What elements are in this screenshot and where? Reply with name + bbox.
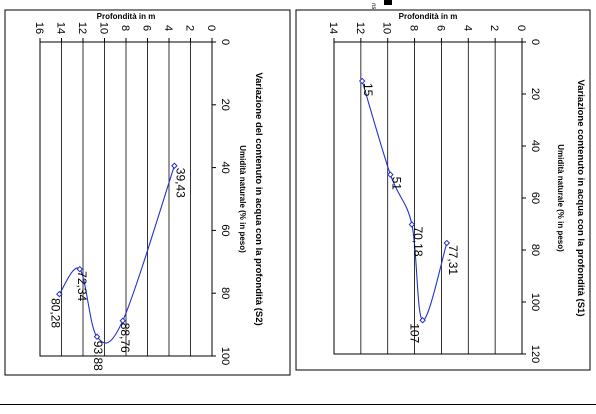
- chart-title: Variazione contenuto in acqua con la pro…: [575, 80, 586, 317]
- x-tick-label: 60: [219, 224, 231, 236]
- y-tick-label: 2: [488, 25, 500, 31]
- data-point: [93, 333, 101, 341]
- y-tick-label: 14: [327, 22, 339, 34]
- x-tick-label: 0: [529, 39, 541, 45]
- y-tick-label: 16: [33, 22, 45, 34]
- data-label: 39,43: [173, 168, 187, 198]
- page-divider-rule: [0, 404, 596, 405]
- x-tick-label: 80: [219, 287, 231, 299]
- y-tick-label: 12: [354, 22, 366, 34]
- x-tick-label: 20: [529, 88, 541, 100]
- y-axis-title: Profondità in m: [97, 12, 156, 21]
- data-label: 70,18: [411, 226, 425, 256]
- chart-frame: [295, 9, 591, 371]
- x-tick-label: 0: [219, 39, 231, 45]
- series-line: [58, 165, 175, 344]
- y-tick-label: 6: [141, 25, 153, 31]
- top-mark-block: [384, 0, 392, 5]
- x-axis-title: Umidità naturale (% in peso): [238, 145, 247, 253]
- data-label: 88,76: [118, 323, 132, 353]
- data-label: 107: [408, 323, 422, 343]
- data-point: [408, 221, 416, 228]
- y-tick-label: 8: [119, 25, 131, 31]
- chart-s2: 0 20 40 60 80 100 0 2 4 6 8 10 12 14 16 Variazione del …: [4, 9, 291, 376]
- data-point: [56, 290, 63, 298]
- y-tick-label: 10: [98, 22, 110, 34]
- data-point: [171, 162, 178, 170]
- data-point: [387, 171, 394, 178]
- x-tick-label: 80: [529, 244, 541, 256]
- chart-s1: 0 20 40 60 80 100 120 0 2 4 6 8 10 12 14 Variazione con…: [295, 9, 591, 371]
- x-tick-label: 100: [219, 347, 231, 365]
- data-label: 80,28: [48, 298, 62, 328]
- y-tick-label: 10: [381, 22, 393, 34]
- y-tick-label: 4: [461, 25, 473, 31]
- data-label: 72,34: [75, 271, 89, 301]
- y-tick-label: 12: [76, 22, 88, 34]
- data-point: [76, 265, 84, 273]
- data-point: [358, 77, 366, 85]
- chart-title: Variazione del contenuto in acqua con la…: [253, 72, 264, 325]
- data-point: [443, 239, 451, 247]
- data-point: [119, 317, 127, 324]
- y-tick-label: 6: [434, 25, 446, 31]
- data-label: 93,88: [91, 341, 105, 371]
- y-tick-label: 0: [515, 25, 527, 31]
- x-tick-label: 60: [529, 192, 541, 204]
- x-tick-label: 100: [529, 293, 541, 311]
- y-tick-label: 14: [55, 22, 67, 34]
- y-tick-label: 8: [408, 25, 420, 31]
- x-tick-label: 40: [529, 140, 541, 152]
- data-label: 15: [361, 83, 375, 97]
- x-tick-label: 40: [219, 161, 231, 173]
- x-tick-label: 20: [219, 99, 231, 111]
- data-label: 51: [389, 177, 403, 191]
- top-mark: ns: [370, 3, 376, 9]
- y-axis-title: Profondità in m: [399, 12, 458, 21]
- data-label: 77,31: [446, 245, 460, 275]
- data-point: [419, 316, 426, 324]
- y-tick-label: 4: [162, 25, 174, 31]
- x-tick-label: 120: [529, 345, 541, 363]
- y-tick-label: 2: [184, 25, 196, 31]
- x-axis-title: Umidità naturale (% in peso): [556, 144, 565, 252]
- y-tick-label: 0: [205, 25, 217, 31]
